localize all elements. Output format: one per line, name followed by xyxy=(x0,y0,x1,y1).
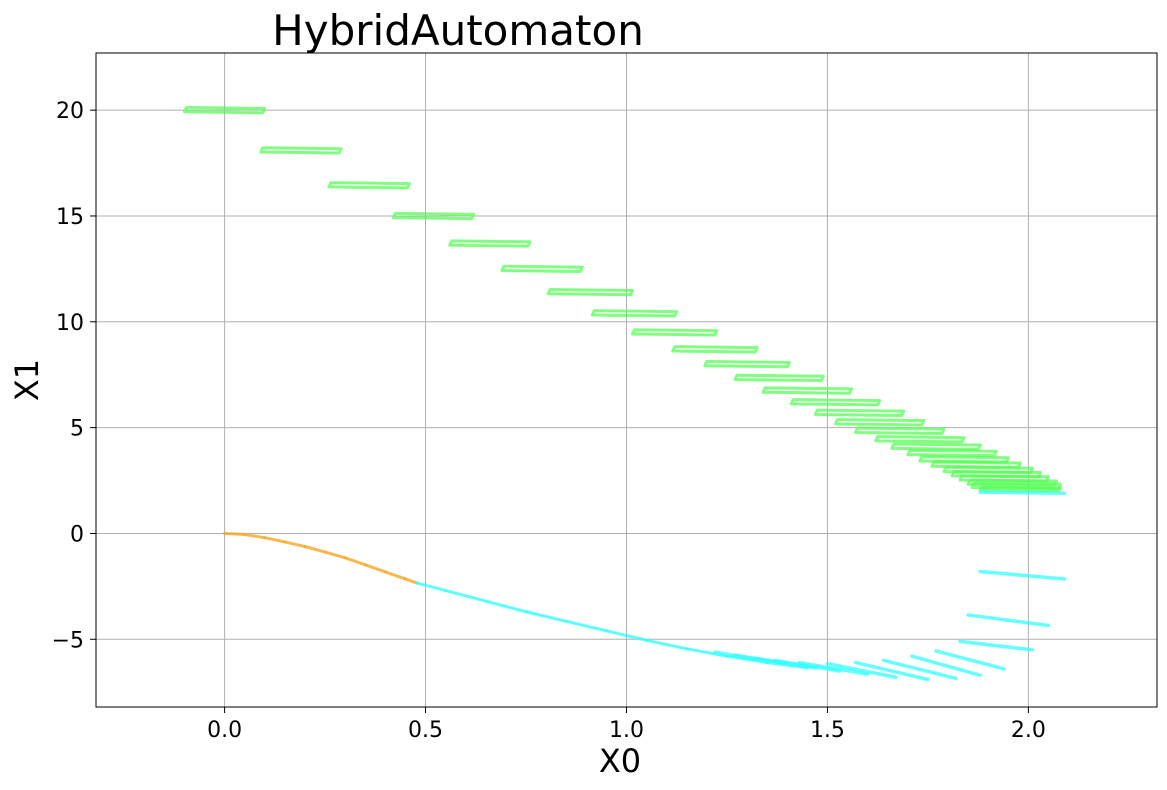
reach-set-box xyxy=(590,309,679,318)
reach-set-box xyxy=(448,239,532,248)
series-3 xyxy=(713,490,1067,682)
x-axis-label: X0 xyxy=(599,742,641,780)
y-axis-ticks: −5 0 5 10 15 20 xyxy=(52,99,96,653)
trajectory-point xyxy=(605,629,608,633)
reach-set-box xyxy=(546,288,635,297)
reach-set-segment xyxy=(978,490,1067,495)
reach-set-box xyxy=(182,106,267,115)
reach-set-box xyxy=(327,181,411,190)
reach-set-box xyxy=(259,146,343,155)
series-0 xyxy=(182,106,1063,493)
trajectory-point xyxy=(243,533,247,536)
trajectory-point xyxy=(223,532,227,535)
reach-set-box xyxy=(789,398,882,407)
reach-set-box xyxy=(671,345,759,354)
reach-set-segment xyxy=(958,639,1035,652)
y-tick-label: 0 xyxy=(70,522,84,547)
trajectory-point xyxy=(524,610,528,614)
reach-set-box xyxy=(833,418,926,427)
reach-set-segment xyxy=(881,658,958,681)
reach-set-box xyxy=(391,211,476,221)
x-axis-ticks: 0.0 0.5 1.0 1.5 2.0 xyxy=(207,707,1046,743)
reach-set-box xyxy=(733,373,825,383)
reach-set-box xyxy=(813,408,906,417)
chart-title: HybridAutomaton xyxy=(272,6,644,55)
reach-set-segment xyxy=(978,569,1067,581)
reach-set-box xyxy=(906,448,998,458)
trajectory-point xyxy=(303,545,307,548)
x-tick-label: 0.0 xyxy=(207,718,242,743)
x-tick-label: 1.5 xyxy=(810,718,845,743)
trajectory-point xyxy=(645,638,648,642)
x-tick-label: 0.5 xyxy=(408,718,443,743)
reach-set-box xyxy=(978,485,1063,493)
reach-set-segment xyxy=(934,649,1007,671)
y-tick-label: 5 xyxy=(70,417,84,442)
trajectory-point xyxy=(383,570,387,574)
x-tick-label: 1.0 xyxy=(609,718,644,743)
reach-set-box xyxy=(761,386,854,395)
reach-set-segment xyxy=(853,660,930,682)
y-axis-label: X1 xyxy=(8,359,46,401)
series-1 xyxy=(223,531,420,585)
reach-set-segment xyxy=(825,661,898,680)
y-tick-label: 15 xyxy=(56,205,84,230)
grid xyxy=(96,53,1157,707)
x-tick-label: 2.0 xyxy=(1011,718,1046,743)
trajectory-point xyxy=(263,536,267,540)
reach-set-box xyxy=(631,328,719,337)
reach-set-segment xyxy=(797,660,870,676)
trajectory-point xyxy=(416,581,419,585)
reach-set-segment xyxy=(966,613,1051,628)
y-tick-label: 10 xyxy=(56,311,84,336)
trajectory-point xyxy=(283,540,287,544)
trajectory-point xyxy=(323,550,327,554)
trajectory-point xyxy=(564,619,568,623)
reach-set-box xyxy=(890,442,982,451)
trajectory-point xyxy=(343,556,347,560)
reach-set-box xyxy=(703,359,791,369)
y-tick-label: 20 xyxy=(56,99,84,124)
trajectory-point xyxy=(484,599,488,603)
trajectory-point xyxy=(404,577,407,581)
reach-set-segment xyxy=(910,654,982,678)
trajectory-point xyxy=(444,589,448,592)
trajectory-point xyxy=(685,647,689,651)
reach-set-box xyxy=(854,426,946,435)
reach-set-box xyxy=(874,435,966,444)
y-tick-label: −5 xyxy=(52,628,84,653)
plot-area xyxy=(182,106,1067,682)
trajectory-point xyxy=(363,563,367,567)
reach-set-box xyxy=(500,264,584,274)
